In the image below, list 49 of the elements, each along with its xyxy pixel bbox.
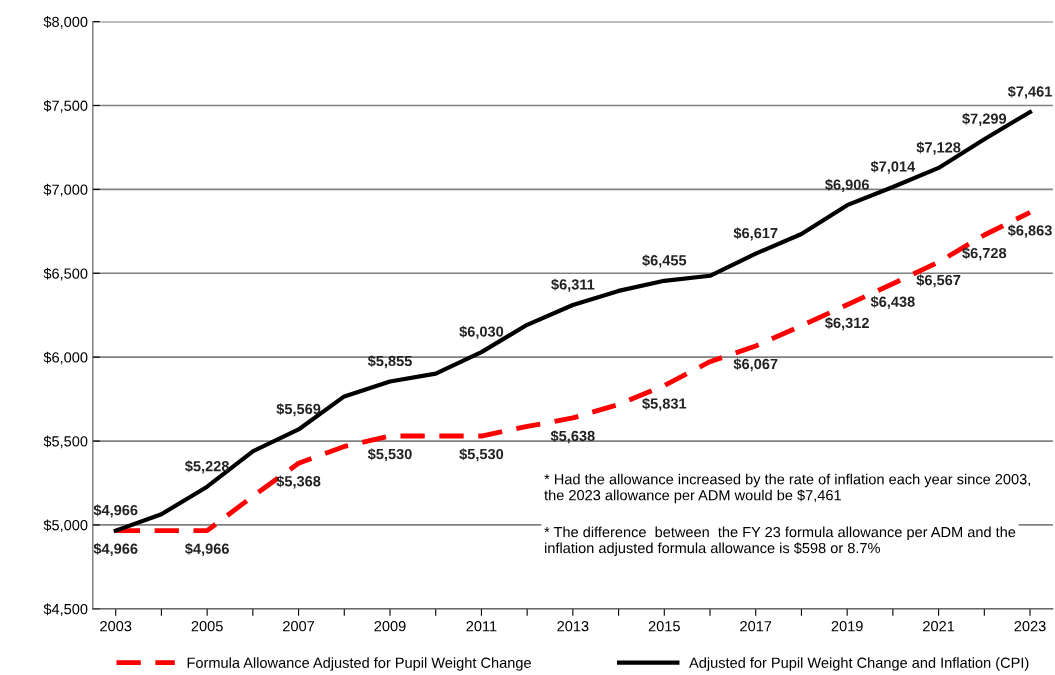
x-tick-label: 2021 [923,621,955,632]
data-label: $6,311 [551,278,595,292]
y-tick-label: $6,000 [43,351,88,365]
x-tick-label: 2017 [740,621,772,632]
x-tick-label: 2023 [1014,621,1046,632]
data-label: $5,530 [459,448,504,462]
annotation: * The difference between the FY 23 formula allowance per ADM and the inflation adjusted formula allowance is $598 or 8.7% [544,526,1016,557]
y-tick-label: $7,000 [43,183,88,197]
x-tick-label: 2007 [283,621,315,632]
data-label: $6,906 [825,178,869,192]
x-tick-label: 2011 [466,621,497,632]
data-label: $7,014 [870,160,916,174]
data-label: $5,638 [550,430,595,444]
x-tick-label: 2015 [648,621,680,632]
y-tick-label: $8,000 [43,16,88,29]
y-tick-label: $5,000 [43,519,88,533]
legend-label: Adjusted for Pupil Weight Change and Inflation (CPI) [689,657,1029,671]
data-label: $7,299 [962,112,1007,126]
data-label: $6,312 [825,317,869,331]
data-label: $7,128 [916,141,961,155]
data-label: $6,863 [1007,224,1052,238]
x-tick-label: 2013 [557,621,589,632]
data-label: $6,728 [962,247,1007,261]
data-label: $5,569 [276,403,321,417]
y-tick-label: $5,500 [43,435,88,449]
annotation: * Had the allowance increased by the rate of inflation each year since 2003, the 2023 allowance per ADM would be $7,461 [544,473,1030,504]
legend-label: Formula Allowance Adjusted for Pupil Weight Change [187,657,531,671]
data-label: $6,617 [733,227,778,241]
data-label: $5,530 [367,448,412,462]
x-tick-label: 2005 [191,621,223,632]
data-label: $7,461 [1007,85,1052,99]
x-tick-label: 2009 [374,621,406,632]
data-label: $5,831 [642,397,687,411]
data-label: $6,067 [733,358,778,372]
data-label: $5,368 [276,475,321,489]
data-label: $4,966 [185,542,229,556]
data-label: $6,438 [870,295,915,310]
data-label: $4,966 [93,542,138,556]
y-tick-label: $6,500 [43,267,88,281]
x-tick-label: 2003 [100,621,132,632]
data-label: $5,228 [185,460,229,474]
y-tick-label: $4,500 [43,603,88,616]
data-label: $5,855 [367,355,412,369]
y-tick-label: $7,500 [43,99,88,113]
data-label: $6,455 [642,254,687,268]
data-label: $4,966 [93,504,138,518]
x-tick-label: 2019 [831,621,863,632]
data-label: $6,030 [459,325,504,339]
data-label: $6,567 [916,274,961,288]
